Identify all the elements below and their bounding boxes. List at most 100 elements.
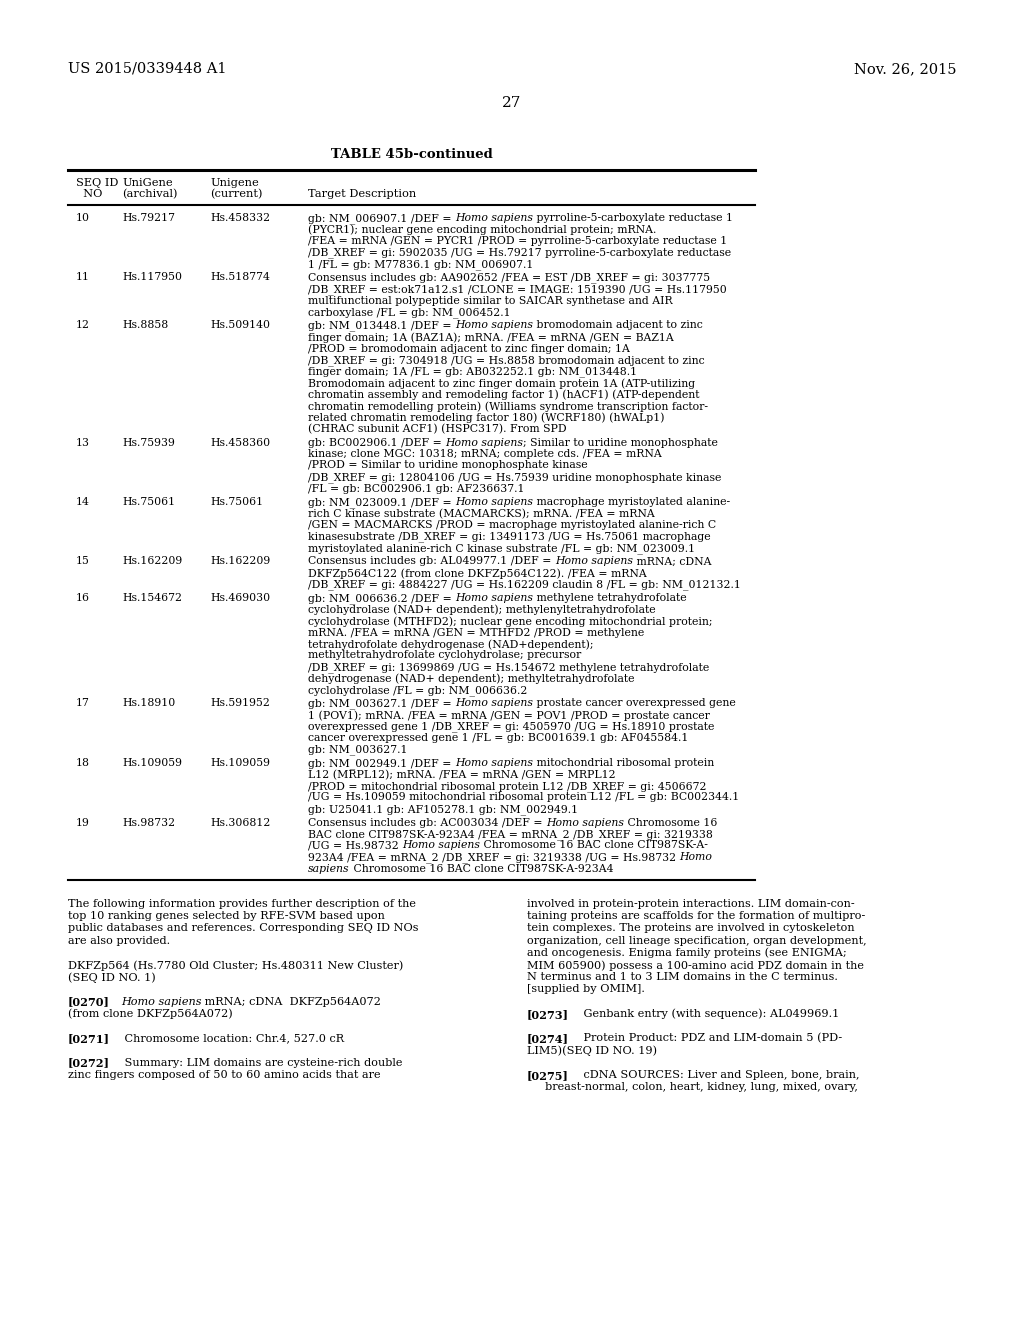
Text: Homo: Homo xyxy=(680,851,713,862)
Text: organization, cell lineage specification, organ development,: organization, cell lineage specification… xyxy=(527,936,866,945)
Text: prostate cancer overexpressed gene: prostate cancer overexpressed gene xyxy=(534,698,736,709)
Text: myristoylated alanine-rich C kinase substrate /FL = gb: NM_023009.1: myristoylated alanine-rich C kinase subs… xyxy=(308,543,695,553)
Text: 10: 10 xyxy=(76,213,90,223)
Text: [0272]: [0272] xyxy=(68,1057,110,1069)
Text: BAC clone CIT987SK-A-923A4 /FEA = mRNA_2 /DB_XREF = gi: 3219338: BAC clone CIT987SK-A-923A4 /FEA = mRNA_2… xyxy=(308,829,713,840)
Text: ; Similar to uridine monophosphate: ; Similar to uridine monophosphate xyxy=(523,437,718,447)
Text: (current): (current) xyxy=(210,189,262,199)
Text: The following information provides further description of the: The following information provides furth… xyxy=(68,899,416,909)
Text: Hs.458360: Hs.458360 xyxy=(210,437,270,447)
Text: Chromosome 16 BAC clone CIT987SK-A-923A4: Chromosome 16 BAC clone CIT987SK-A-923A4 xyxy=(349,863,613,874)
Text: /DB_XREF = gi: 5902035 /UG = Hs.79217 pyrroline-5-carboxylate reductase: /DB_XREF = gi: 5902035 /UG = Hs.79217 py… xyxy=(308,248,731,259)
Text: Consensus includes gb: AA902652 /FEA = EST /DB_XREF = gi: 3037775: Consensus includes gb: AA902652 /FEA = E… xyxy=(308,272,710,284)
Text: Homo sapiens: Homo sapiens xyxy=(402,841,480,850)
Text: /DB_XREF = gi: 7304918 /UG = Hs.8858 bromodomain adjacent to zinc: /DB_XREF = gi: 7304918 /UG = Hs.8858 bro… xyxy=(308,355,705,366)
Text: Chromosome 16: Chromosome 16 xyxy=(624,817,718,828)
Text: Hs.458332: Hs.458332 xyxy=(210,213,270,223)
Text: Hs.75939: Hs.75939 xyxy=(122,437,175,447)
Text: N terminus and 1 to 3 LIM domains in the C terminus.: N terminus and 1 to 3 LIM domains in the… xyxy=(527,973,838,982)
Text: SEQ ID: SEQ ID xyxy=(76,178,119,187)
Text: chromatin assembly and remodeling factor 1) (hACF1) (ATP-dependent: chromatin assembly and remodeling factor… xyxy=(308,389,699,400)
Text: /UG = Hs.98732: /UG = Hs.98732 xyxy=(308,841,402,850)
Text: Hs.518774: Hs.518774 xyxy=(210,272,270,282)
Text: /FEA = mRNA /GEN = PYCR1 /PROD = pyrroline-5-carboxylate reductase 1: /FEA = mRNA /GEN = PYCR1 /PROD = pyrroli… xyxy=(308,236,727,246)
Text: [supplied by OMIM].: [supplied by OMIM]. xyxy=(527,985,645,994)
Text: rich C kinase substrate (MACMARCKS); mRNA. /FEA = mRNA: rich C kinase substrate (MACMARCKS); mRN… xyxy=(308,508,654,519)
Text: Homo sapiens: Homo sapiens xyxy=(455,213,534,223)
Text: gb: NM_002949.1 /DEF =: gb: NM_002949.1 /DEF = xyxy=(308,758,455,768)
Text: cyclohydrolase (MTHFD2); nuclear gene encoding mitochondrial protein;: cyclohydrolase (MTHFD2); nuclear gene en… xyxy=(308,616,713,627)
Text: gb: NM_013448.1 /DEF =: gb: NM_013448.1 /DEF = xyxy=(308,321,455,331)
Text: Hs.162209: Hs.162209 xyxy=(210,557,270,566)
Text: Hs.469030: Hs.469030 xyxy=(210,593,270,603)
Text: Homo sapiens: Homo sapiens xyxy=(555,557,633,566)
Text: cancer overexpressed gene 1 /FL = gb: BC001639.1 gb: AF045584.1: cancer overexpressed gene 1 /FL = gb: BC… xyxy=(308,733,688,743)
Text: Homo sapiens: Homo sapiens xyxy=(445,437,523,447)
Text: related chromatin remodeling factor 180) (WCRF180) (hWALp1): related chromatin remodeling factor 180)… xyxy=(308,412,665,424)
Text: (SEQ ID NO. 1): (SEQ ID NO. 1) xyxy=(68,973,156,983)
Text: [0270]: [0270] xyxy=(68,997,110,1007)
Text: top 10 ranking genes selected by RFE-SVM based upon: top 10 ranking genes selected by RFE-SVM… xyxy=(68,911,385,921)
Text: (PYCR1); nuclear gene encoding mitochondrial protein; mRNA.: (PYCR1); nuclear gene encoding mitochond… xyxy=(308,224,656,235)
Text: tetrahydrofolate dehydrogenase (NAD+dependent);: tetrahydrofolate dehydrogenase (NAD+depe… xyxy=(308,639,594,649)
Text: Chromosome location: Chr.4, 527.0 cR: Chromosome location: Chr.4, 527.0 cR xyxy=(110,1034,344,1043)
Text: gb: NM_003627.1: gb: NM_003627.1 xyxy=(308,744,408,755)
Text: Consensus includes gb: AL049977.1 /DEF =: Consensus includes gb: AL049977.1 /DEF = xyxy=(308,557,555,566)
Text: gb: U25041.1 gb: AF105278.1 gb: NM_002949.1: gb: U25041.1 gb: AF105278.1 gb: NM_00294… xyxy=(308,804,579,814)
Text: 923A4 /FEA = mRNA_2 /DB_XREF = gi: 3219338 /UG = Hs.98732: 923A4 /FEA = mRNA_2 /DB_XREF = gi: 32193… xyxy=(308,851,680,863)
Text: cDNA SOURCES: Liver and Spleen, bone, brain,: cDNA SOURCES: Liver and Spleen, bone, br… xyxy=(569,1069,859,1080)
Text: gb: NM_006907.1 /DEF =: gb: NM_006907.1 /DEF = xyxy=(308,213,455,223)
Text: gb: NM_006636.2 /DEF =: gb: NM_006636.2 /DEF = xyxy=(308,593,456,603)
Text: mRNA. /FEA = mRNA /GEN = MTHFD2 /PROD = methylene: mRNA. /FEA = mRNA /GEN = MTHFD2 /PROD = … xyxy=(308,627,644,638)
Text: mRNA; cDNA  DKFZp564A072: mRNA; cDNA DKFZp564A072 xyxy=(202,997,381,1007)
Text: (archival): (archival) xyxy=(122,189,177,199)
Text: NO: NO xyxy=(76,189,102,199)
Text: macrophage myristoylated alanine-: macrophage myristoylated alanine- xyxy=(534,498,730,507)
Text: /DB_XREF = est:ok71a12.s1 /CLONE = IMAGE: 1519390 /UG = Hs.117950: /DB_XREF = est:ok71a12.s1 /CLONE = IMAGE… xyxy=(308,284,727,294)
Text: 12: 12 xyxy=(76,321,90,330)
Text: DKFZp564 (Hs.7780 Old Cluster; Hs.480311 New Cluster): DKFZp564 (Hs.7780 Old Cluster; Hs.480311… xyxy=(68,960,403,970)
Text: /DB_XREF = gi: 4884227 /UG = Hs.162209 claudin 8 /FL = gb: NM_012132.1: /DB_XREF = gi: 4884227 /UG = Hs.162209 c… xyxy=(308,579,741,590)
Text: Hs.509140: Hs.509140 xyxy=(210,321,270,330)
Text: [0275]: [0275] xyxy=(527,1069,569,1081)
Text: Homo sapiens: Homo sapiens xyxy=(455,321,534,330)
Text: Hs.75061: Hs.75061 xyxy=(122,498,175,507)
Text: Hs.109059: Hs.109059 xyxy=(210,758,270,768)
Text: kinase; clone MGC: 10318; mRNA; complete cds. /FEA = mRNA: kinase; clone MGC: 10318; mRNA; complete… xyxy=(308,449,662,459)
Text: (CHRAC subunit ACF1) (HSPC317). From SPD: (CHRAC subunit ACF1) (HSPC317). From SPD xyxy=(308,424,566,434)
Text: /FL = gb: BC002906.1 gb: AF236637.1: /FL = gb: BC002906.1 gb: AF236637.1 xyxy=(308,483,524,494)
Text: Hs.591952: Hs.591952 xyxy=(210,698,270,709)
Text: Hs.79217: Hs.79217 xyxy=(122,213,175,223)
Text: Unigene: Unigene xyxy=(210,178,259,187)
Text: 13: 13 xyxy=(76,437,90,447)
Text: Target Description: Target Description xyxy=(308,189,416,199)
Text: [0273]: [0273] xyxy=(527,1008,569,1020)
Text: Homo sapiens: Homo sapiens xyxy=(455,758,532,768)
Text: gb: BC002906.1 /DEF =: gb: BC002906.1 /DEF = xyxy=(308,437,445,447)
Text: and oncogenesis. Enigma family proteins (see ENIGMA;: and oncogenesis. Enigma family proteins … xyxy=(527,948,847,958)
Text: 14: 14 xyxy=(76,498,90,507)
Text: Bromodomain adjacent to zinc finger domain protein 1A (ATP-utilizing: Bromodomain adjacent to zinc finger doma… xyxy=(308,378,695,388)
Text: Nov. 26, 2015: Nov. 26, 2015 xyxy=(853,62,956,77)
Text: methyltetrahydrofolate cyclohydrolase; precursor: methyltetrahydrofolate cyclohydrolase; p… xyxy=(308,651,582,660)
Text: /DB_XREF = gi: 13699869 /UG = Hs.154672 methylene tetrahydrofolate: /DB_XREF = gi: 13699869 /UG = Hs.154672 … xyxy=(308,663,710,673)
Text: [0271]: [0271] xyxy=(68,1034,110,1044)
Text: finger domain; 1A (BAZ1A); mRNA. /FEA = mRNA /GEN = BAZ1A: finger domain; 1A (BAZ1A); mRNA. /FEA = … xyxy=(308,333,674,343)
Text: Protein Product: PDZ and LIM-domain 5 (PD-: Protein Product: PDZ and LIM-domain 5 (P… xyxy=(569,1034,842,1044)
Text: pyrroline-5-carboxylate reductase 1: pyrroline-5-carboxylate reductase 1 xyxy=(534,213,733,223)
Text: bromodomain adjacent to zinc: bromodomain adjacent to zinc xyxy=(534,321,702,330)
Text: [0274]: [0274] xyxy=(527,1034,569,1044)
Text: Hs.306812: Hs.306812 xyxy=(210,817,270,828)
Text: public databases and references. Corresponding SEQ ID NOs: public databases and references. Corresp… xyxy=(68,924,419,933)
Text: Hs.98732: Hs.98732 xyxy=(122,817,175,828)
Text: sapiens: sapiens xyxy=(308,863,349,874)
Text: 18: 18 xyxy=(76,758,90,768)
Text: methylene tetrahydrofolate: methylene tetrahydrofolate xyxy=(534,593,687,603)
Text: Hs.117950: Hs.117950 xyxy=(122,272,182,282)
Text: UniGene: UniGene xyxy=(122,178,173,187)
Text: gb: NM_003627.1 /DEF =: gb: NM_003627.1 /DEF = xyxy=(308,698,455,709)
Text: Hs.75061: Hs.75061 xyxy=(210,498,263,507)
Text: dehydrogenase (NAD+ dependent); methyltetrahydrofolate: dehydrogenase (NAD+ dependent); methylte… xyxy=(308,673,635,684)
Text: 17: 17 xyxy=(76,698,90,709)
Text: US 2015/0339448 A1: US 2015/0339448 A1 xyxy=(68,62,226,77)
